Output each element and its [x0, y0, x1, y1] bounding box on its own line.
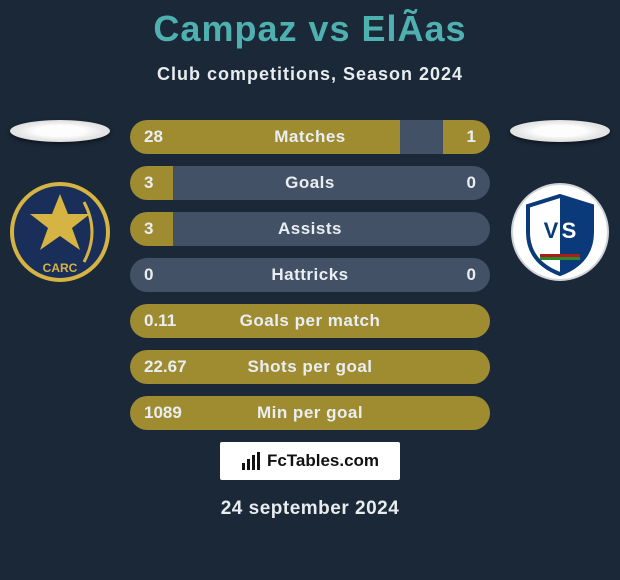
stat-row: Goals per match0.11 — [130, 304, 490, 338]
right-team-badge: V S — [510, 120, 610, 282]
stat-row: Goals3 0 — [130, 166, 490, 200]
subtitle: Club competitions, Season 2024 — [0, 64, 620, 85]
stat-value-right: 0 — [467, 258, 476, 292]
stat-row: Assists3 — [130, 212, 490, 246]
stat-label: Matches — [130, 120, 490, 154]
page-title: Campaz vs ElÃ­as — [0, 0, 620, 50]
bars-icon — [241, 451, 261, 471]
stat-label: Goals — [130, 166, 490, 200]
svg-text:V: V — [544, 218, 559, 243]
stat-value-left: 1089 — [144, 396, 182, 430]
stat-label: Hattricks — [130, 258, 490, 292]
stat-value-left: 3 — [144, 166, 153, 200]
stat-label: Assists — [130, 212, 490, 246]
stat-value-left: 0 — [144, 258, 153, 292]
left-team-badge: CARC — [10, 120, 110, 282]
stat-row: Matches28 1 — [130, 120, 490, 154]
badge-shadow — [510, 120, 610, 142]
stat-row: Hattricks0 0 — [130, 258, 490, 292]
stat-row: Shots per goal22.67 — [130, 350, 490, 384]
stat-label: Min per goal — [130, 396, 490, 430]
site-logo: FcTables.com — [220, 442, 400, 480]
right-team-crest: V S — [510, 182, 610, 282]
stat-value-right: 1 — [467, 120, 476, 154]
stat-row: Min per goal1089 — [130, 396, 490, 430]
stat-bars: Matches281Goals30Assists3Hattricks00Goal… — [130, 120, 490, 442]
svg-text:CARC: CARC — [43, 261, 78, 275]
stat-value-right: 0 — [467, 166, 476, 200]
logo-text: FcTables.com — [267, 451, 379, 471]
badge-shadow — [10, 120, 110, 142]
left-team-crest: CARC — [10, 182, 110, 282]
svg-text:S: S — [562, 218, 577, 243]
stat-value-left: 3 — [144, 212, 153, 246]
comparison-infographic: Campaz vs ElÃ­as Club competitions, Seas… — [0, 0, 620, 580]
stat-value-left: 0.11 — [144, 304, 176, 338]
stat-label: Goals per match — [130, 304, 490, 338]
footer-date: 24 september 2024 — [0, 498, 620, 520]
stat-value-left: 28 — [144, 120, 163, 154]
stat-value-left: 22.67 — [144, 350, 187, 384]
crest-right-icon: V S — [510, 182, 610, 282]
crest-left-icon: CARC — [10, 182, 110, 282]
